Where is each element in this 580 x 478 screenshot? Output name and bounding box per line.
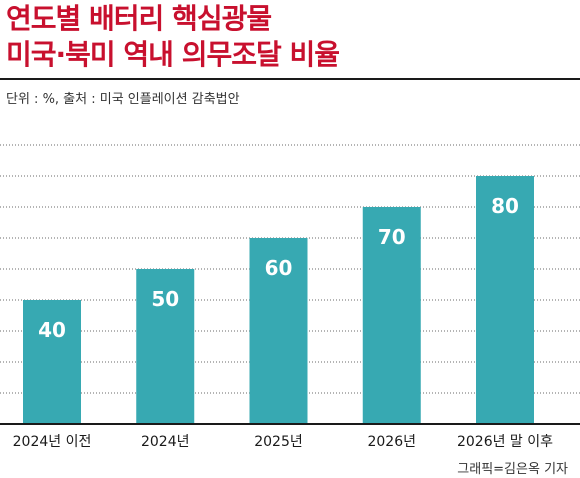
chart-title-line2: 미국·북미 역내 의무조달 비율 [6, 38, 340, 71]
bar [136, 269, 195, 424]
header-divider [0, 78, 580, 80]
bar [476, 176, 534, 424]
bar [362, 207, 421, 424]
x-tick-label: 2026년 말 이후 [457, 434, 553, 450]
data-label: 40 [38, 318, 66, 342]
chart-title-line1: 연도별 배터리 핵심광물 [6, 2, 272, 35]
bar [249, 238, 308, 424]
data-label: 60 [265, 256, 293, 280]
x-tick-label: 2026년 [367, 434, 416, 450]
bar [23, 300, 81, 424]
x-tick-label: 2024년 이전 [13, 434, 92, 450]
data-label: 80 [491, 194, 519, 218]
x-tick-label: 2024년 [141, 434, 190, 450]
data-label: 50 [151, 287, 179, 311]
unit-source-note: 단위 : %, 출처 : 미국 인플레이션 감축법안 [6, 92, 240, 107]
data-label: 70 [378, 225, 406, 249]
x-tick-label: 2025년 [254, 434, 303, 450]
graphic-credit: 그래픽=김은옥 기자 [457, 462, 568, 477]
